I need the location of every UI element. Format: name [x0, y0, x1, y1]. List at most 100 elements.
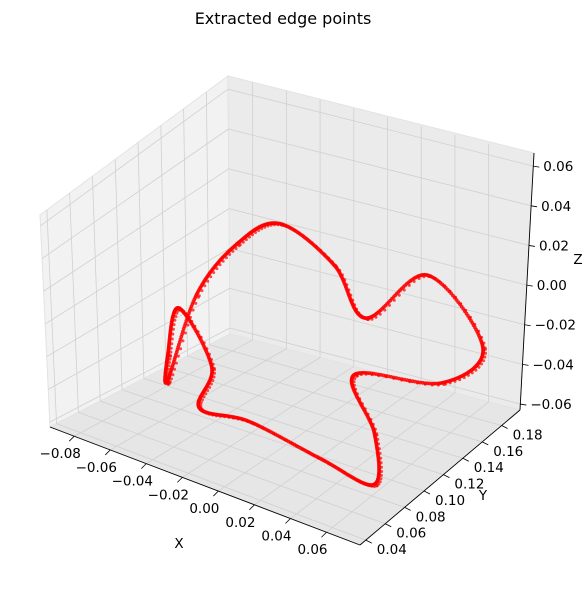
edge-point: [482, 359, 486, 363]
z-gridline-right: [229, 248, 525, 326]
tick-marks: [68, 165, 540, 544]
z-gridline-left: [49, 327, 231, 423]
y-tick: [462, 457, 469, 462]
y-gridline-floor: [100, 400, 405, 508]
edge-point: [470, 371, 474, 375]
edge-point: [215, 267, 219, 271]
y-axis-label: Y: [478, 488, 488, 504]
x-gridline-floor: [182, 366, 355, 478]
edge-point: [378, 312, 382, 316]
y-tick-label: 0.10: [435, 493, 465, 509]
edge-point: [171, 327, 175, 331]
edge-point: [209, 275, 213, 279]
edge-point: [175, 311, 179, 315]
y-gridline-floor: [78, 411, 386, 525]
edge-point: [179, 347, 183, 351]
x-gridline-floor: [326, 401, 489, 533]
z-gridline-left: [44, 208, 230, 325]
edge-point: [453, 379, 457, 383]
edge-point: [231, 249, 235, 253]
edge-point: [211, 362, 215, 366]
edge-point: [213, 371, 217, 375]
edge-point: [347, 473, 350, 477]
edge-point: [250, 421, 254, 425]
edge-point: [317, 456, 320, 460]
edge-point: [484, 351, 488, 355]
edge-point: [169, 346, 173, 350]
edge-point: [462, 376, 466, 380]
edge-point: [176, 354, 180, 358]
edge-point: [169, 350, 173, 354]
edge-point: [423, 382, 427, 386]
edge-point: [278, 435, 282, 439]
edge-point: [169, 377, 173, 381]
edge-point: [180, 308, 184, 312]
edge-point: [224, 256, 228, 260]
edge-point: [400, 378, 404, 382]
y-gridline-back: [137, 142, 145, 379]
z-tick: [524, 324, 531, 327]
edge-point: [383, 308, 387, 312]
y-tick-label: 0.18: [513, 428, 543, 444]
edge-point: [364, 372, 368, 376]
edge-point: [351, 476, 355, 480]
z-gridline-right: [228, 128, 532, 207]
edge-point: [168, 361, 171, 364]
y-tick-label: 0.06: [396, 526, 426, 542]
edge-point: [212, 366, 216, 370]
edge-point: [363, 482, 367, 486]
z-gridline-left: [43, 168, 229, 292]
y-gridline-back: [92, 176, 101, 402]
edge-point: [176, 309, 180, 313]
edge-point: [372, 485, 376, 489]
y-tick: [501, 425, 508, 429]
z-tick-label: 0.00: [537, 278, 567, 294]
y-tick: [443, 474, 450, 478]
edge-point: [206, 389, 210, 393]
z-tick: [520, 403, 527, 406]
x-tick-label: −0.06: [76, 460, 117, 476]
edge-point: [204, 392, 208, 396]
edge-point: [379, 477, 383, 481]
edge-point: [384, 375, 388, 379]
edge-point: [170, 342, 174, 346]
x-gridline-floor: [290, 392, 456, 519]
edge-point: [205, 347, 209, 351]
edge-point: [416, 381, 420, 385]
edge-point: [199, 403, 203, 407]
edge-point: [194, 301, 198, 305]
edge-point: [436, 383, 440, 387]
edge-point: [174, 361, 178, 365]
x-tick-label: 0.04: [261, 529, 291, 545]
edge-point: [408, 380, 412, 384]
edge-point: [212, 271, 216, 275]
edge-point: [218, 263, 222, 267]
edge-point: [466, 373, 470, 377]
edge-point: [181, 339, 185, 343]
edge-point: [210, 358, 213, 361]
edge-point: [218, 414, 222, 418]
x-gridline-floor: [74, 339, 253, 437]
x-tick: [141, 463, 147, 469]
edge-point: [191, 308, 195, 312]
edge-point: [182, 309, 186, 313]
edge-point: [207, 352, 211, 356]
edge-point: [301, 447, 305, 451]
edge-point: [211, 413, 215, 417]
edge-point: [295, 444, 299, 448]
x-gridline-floor: [218, 374, 388, 492]
z-gridline-left: [41, 128, 229, 259]
x-tick: [321, 531, 327, 538]
z-tick-label: 0.04: [541, 199, 571, 215]
edge-point: [378, 480, 382, 484]
edge-point: [177, 306, 182, 311]
edge-point: [267, 429, 271, 433]
y-gridline-back: [160, 125, 167, 368]
y-gridline-floor: [143, 378, 444, 475]
x-gridline-floor: [254, 383, 422, 506]
edge-point: [211, 379, 215, 382]
edge-point: [202, 341, 206, 345]
x-axis-label: X: [174, 536, 183, 552]
edge-point: [171, 332, 175, 336]
